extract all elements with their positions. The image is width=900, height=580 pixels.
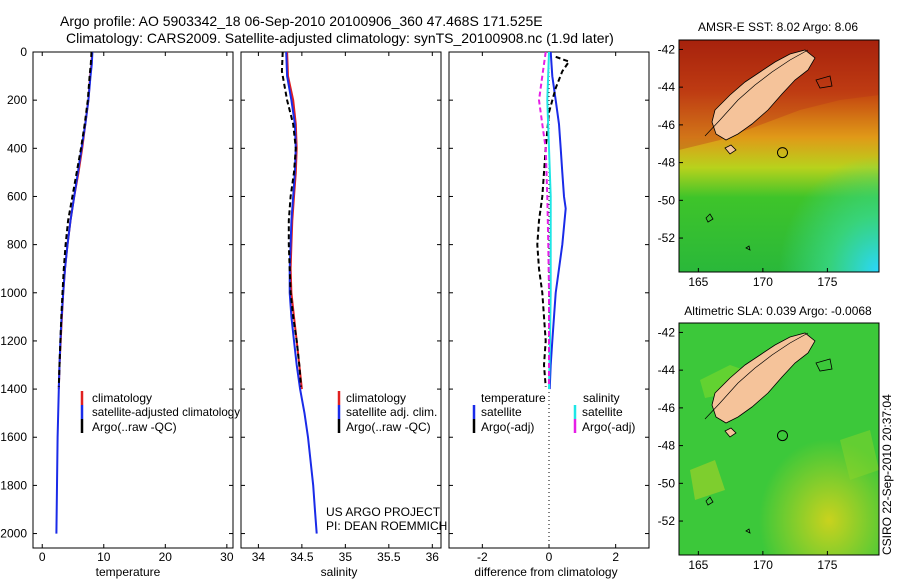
legend-sal-satellite-label: satellite	[582, 405, 623, 419]
legend-argo-label: Argo(..raw -QC)	[346, 420, 431, 434]
map-x-tick-label: 165	[688, 558, 708, 572]
x-tick-label: 20	[159, 550, 173, 564]
legend-salinity-title: salinity	[583, 391, 620, 405]
x-tick-label: 34	[252, 550, 266, 564]
y-tick-label: 400	[7, 141, 27, 155]
difference-xlabel: difference from climatology	[474, 565, 617, 579]
map-x-tick-label: 165	[688, 275, 708, 289]
stewart-island-land	[724, 427, 737, 438]
y-tick-label: 800	[7, 238, 27, 252]
y-tick-label: 2000	[0, 527, 27, 541]
header-line-2: Climatology: CARS2009. Satellite-adjuste…	[66, 30, 614, 46]
map-x-tick-label: 170	[753, 275, 773, 289]
map-y-tick-label: -42	[658, 325, 676, 339]
isobath-contour	[704, 332, 809, 420]
map-x-tick-label: 175	[817, 275, 837, 289]
temperature-axes-frame	[32, 51, 234, 549]
map-y-tick-label: -52	[658, 514, 676, 528]
campbell-island-contour	[745, 245, 751, 251]
y-tick-label: 200	[7, 93, 27, 107]
chatham-rise-contour	[815, 75, 833, 89]
y-tick-label: 600	[7, 189, 27, 203]
salinity-xlabel: salinity	[321, 565, 358, 579]
map-x-tick-label: 175	[817, 558, 837, 572]
legend-argo-label: Argo(..raw -QC)	[92, 420, 177, 434]
x-tick-label: 30	[220, 550, 234, 564]
series-argo-raw-qc	[280, 51, 302, 387]
x-tick-label: 0	[39, 550, 46, 564]
y-tick-label: 1200	[0, 334, 27, 348]
auckland-islands-contour	[705, 213, 714, 223]
x-tick-label: 10	[97, 550, 111, 564]
sla-map-title: Altimetric SLA: 0.039 Argo: -0.0068	[684, 304, 872, 318]
legend-temp-argo-label: Argo(-adj)	[481, 420, 534, 434]
temperature-legend: climatology satellite-adjusted climatolo…	[80, 391, 240, 434]
map-y-tick-label: -48	[658, 439, 676, 453]
y-tick-label: 1600	[0, 430, 27, 444]
header-line-1: Argo profile: AO 5903342_18 06-Sep-2010 …	[60, 13, 543, 29]
x-tick-label: 0	[546, 550, 553, 564]
y-tick-label: 1000	[0, 286, 27, 300]
map-x-tick-label: 170	[753, 558, 773, 572]
map-y-tick-label: -46	[658, 401, 676, 415]
side-timestamp-label: CSIRO 22-Sep-2010 20:37:04	[880, 394, 894, 555]
difference-legend: temperature salinity satellite Argo(-adj…	[472, 391, 635, 434]
project-line-2: PI: DEAN ROEMMICH	[326, 519, 447, 533]
map-y-tick-label: -42	[658, 42, 676, 56]
x-tick-label: -2	[477, 550, 488, 564]
legend-climatology-label: climatology	[92, 391, 152, 405]
difference-panel: -2 0 2 difference from climatology tempera…	[448, 51, 650, 579]
map-y-tick-label: -52	[658, 231, 676, 245]
legend-temperature-title: temperature	[481, 391, 546, 405]
y-tick-label: 1400	[0, 382, 27, 396]
south-island-land	[711, 49, 816, 141]
map-y-tick-label: -44	[658, 80, 676, 94]
legend-satellite-label: satellite adj. clim.	[346, 405, 437, 419]
series-argo-raw-qc	[57, 51, 93, 387]
series-temperature-argo-adj	[536, 55, 571, 387]
y-tick-label: 0	[20, 45, 27, 59]
legend-sal-argo-label: Argo(-adj)	[582, 420, 635, 434]
chatham-rise-contour	[815, 358, 833, 372]
legend-satellite-label: satellite-adjusted climatology	[92, 405, 240, 419]
map-y-tick-label: -48	[658, 156, 676, 170]
map-y-tick-label: -50	[658, 193, 676, 207]
isobath-contour	[704, 49, 809, 137]
sst-map-frame	[678, 39, 880, 273]
sla-patch-3	[690, 460, 725, 500]
legend-climatology-label: climatology	[346, 391, 406, 405]
map-y-tick-label: -50	[658, 476, 676, 490]
legend-temp-satellite-label: satellite	[481, 405, 522, 419]
x-tick-label: 36	[426, 550, 440, 564]
temperature-panel: 0 10 20 30 0 200 400 600 800 1000 1200 1400 1600 1800…	[0, 45, 240, 579]
auckland-islands-contour	[705, 496, 714, 506]
sst-map-title: AMSR-E SST: 8.02 Argo: 8.06	[698, 20, 858, 34]
sla-patch-2	[840, 430, 879, 480]
sla-map-frame	[678, 322, 880, 556]
campbell-island-contour	[745, 528, 751, 534]
series-salinity-argo-adj	[537, 51, 550, 387]
project-line-1: US ARGO PROJECT	[326, 505, 441, 519]
sst-map: AMSR-E SST: 8.02 Argo: 8.06 165 170 175 -42…	[658, 20, 880, 289]
salinity-legend: climatology satellite adj. clim. Argo(..…	[337, 391, 437, 434]
series-salinity-satellite	[546, 51, 552, 390]
temperature-xlabel: temperature	[96, 565, 161, 579]
south-island-land	[711, 332, 816, 424]
map-y-tick-label: -44	[658, 363, 676, 377]
sst-argo-location-marker	[777, 147, 788, 159]
y-tick-label: 1800	[0, 478, 27, 492]
x-tick-label: 34.5	[290, 550, 314, 564]
stewart-island-land	[724, 144, 737, 155]
x-tick-label: 35	[339, 550, 353, 564]
sla-map: Altimetric SLA: 0.039 Argo: -0.0068 165 1…	[658, 304, 880, 572]
salinity-axes-frame	[240, 51, 442, 549]
x-tick-label: 35.5	[377, 550, 401, 564]
map-y-tick-label: -46	[658, 118, 676, 132]
x-tick-label: 2	[612, 550, 619, 564]
series-temperature-satellite	[548, 51, 567, 390]
salinity-panel: 34 34.5 35 35.5 36 salinity climatology sate…	[240, 51, 447, 579]
sla-argo-location-marker	[777, 430, 788, 442]
